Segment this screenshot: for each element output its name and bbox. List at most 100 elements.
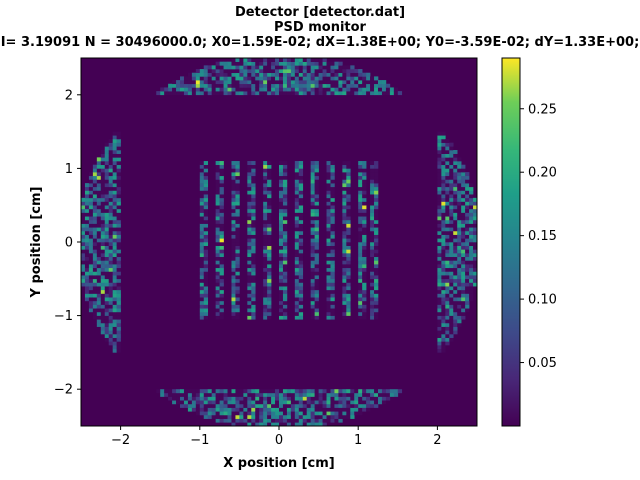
- heatmap-cell: [326, 80, 331, 85]
- heatmap-cell: [88, 201, 94, 206]
- heatmap-cell: [370, 212, 375, 217]
- x-tick-label: 0: [275, 433, 283, 448]
- heatmap-cell: [279, 422, 284, 427]
- heatmap-cell: [116, 334, 121, 338]
- heatmap-cell: [342, 168, 347, 173]
- heatmap-cell: [219, 407, 224, 412]
- y-tick-label: 2: [65, 88, 73, 103]
- heatmap-cell: [279, 212, 284, 217]
- heatmap-cell: [298, 72, 304, 77]
- heatmap-cell: [354, 87, 359, 92]
- heatmap-cell: [88, 179, 94, 184]
- heatmap-cell: [271, 418, 276, 423]
- heatmap-cell: [104, 168, 110, 173]
- heatmap-cell: [100, 282, 106, 287]
- heatmap-cell: [441, 138, 446, 143]
- heatmap-cell: [203, 80, 209, 85]
- heatmap-cell: [437, 308, 442, 313]
- heatmap-cell: [104, 256, 110, 261]
- heatmap-cell: [88, 253, 94, 258]
- heatmap-cell: [251, 392, 256, 397]
- heatmap-cell: [453, 326, 458, 331]
- heatmap-cell: [465, 208, 470, 213]
- heatmap-cell: [112, 326, 117, 331]
- heatmap-cell: [231, 400, 236, 405]
- heatmap-cell: [104, 153, 110, 158]
- heatmap-cell: [302, 76, 308, 81]
- heatmap-cell: [457, 249, 462, 254]
- heatmap-cell: [239, 83, 244, 88]
- heatmap-cell: [294, 76, 300, 81]
- heatmap-cell: [247, 271, 252, 276]
- heatmap-cell: [441, 183, 446, 188]
- heatmap-cell: [298, 289, 304, 294]
- heatmap-cell: [235, 65, 240, 70]
- heatmap-cell: [286, 91, 292, 96]
- heatmap-cell: [263, 300, 268, 305]
- heatmap-cell: [96, 205, 102, 210]
- heatmap-cell: [88, 293, 94, 298]
- heatmap-cell: [279, 197, 284, 202]
- heatmap-cell: [441, 223, 446, 228]
- heatmap-cell: [358, 275, 363, 280]
- heatmap-cell: [207, 403, 212, 408]
- heatmap-cell: [92, 242, 98, 246]
- heatmap-cell: [441, 330, 446, 335]
- heatmap-cell: [92, 219, 98, 224]
- heatmap-cell: [215, 234, 220, 239]
- heatmap-cell: [314, 245, 319, 250]
- colorbar-tick-label: 0.10: [528, 293, 557, 308]
- heatmap-cell: [223, 69, 228, 74]
- heatmap-cell: [298, 286, 304, 291]
- heatmap-cell: [88, 216, 94, 221]
- heatmap-cell: [473, 201, 478, 206]
- heatmap-cell: [263, 61, 268, 66]
- heatmap-cell: [219, 194, 224, 199]
- heatmap-cell: [116, 138, 121, 143]
- heatmap-cell: [358, 289, 363, 294]
- heatmap-cell: [326, 61, 331, 66]
- heatmap-cell: [282, 69, 288, 74]
- heatmap-cell: [104, 227, 110, 232]
- heatmap-cell: [235, 175, 240, 180]
- heatmap-cell: [239, 65, 244, 70]
- heatmap-cell: [306, 396, 311, 401]
- heatmap-cell: [282, 271, 288, 276]
- heatmap-cell: [362, 396, 367, 401]
- heatmap-cell: [100, 271, 106, 276]
- heatmap-cell: [294, 179, 300, 184]
- heatmap-cell: [370, 190, 375, 195]
- heatmap-cell: [354, 407, 359, 412]
- heatmap-cell: [366, 392, 371, 397]
- heatmap-cell: [271, 396, 276, 401]
- heatmap-cell: [231, 289, 236, 294]
- heatmap-cell: [358, 183, 363, 188]
- heatmap-cell: [263, 179, 268, 184]
- heatmap-cell: [160, 392, 165, 397]
- heatmap-cell: [342, 293, 347, 298]
- heatmap-cell: [104, 238, 110, 243]
- heatmap-cell: [437, 245, 442, 250]
- heatmap-cell: [370, 400, 375, 405]
- heatmap-cell: [191, 396, 197, 401]
- heatmap-cell: [334, 76, 339, 81]
- heatmap-cell: [437, 315, 442, 320]
- heatmap-cell: [92, 293, 98, 298]
- heatmap-cell: [469, 238, 474, 243]
- heatmap-cell: [310, 256, 315, 261]
- heatmap-cell: [215, 227, 220, 232]
- heatmap-cell: [263, 83, 268, 88]
- heatmap-cell: [235, 230, 240, 235]
- heatmap-cell: [211, 87, 216, 92]
- heatmap-cell: [259, 407, 264, 412]
- heatmap-cell: [346, 91, 351, 96]
- heatmap-cell: [362, 219, 367, 224]
- heatmap-cell: [108, 286, 113, 291]
- heatmap-cell: [461, 219, 466, 224]
- heatmap-cell: [437, 230, 442, 235]
- heatmap-cell: [286, 83, 292, 88]
- heatmap-cell: [374, 223, 379, 228]
- heatmap-cell: [314, 304, 319, 309]
- heatmap-cell: [267, 249, 272, 254]
- heatmap-cell: [310, 212, 315, 217]
